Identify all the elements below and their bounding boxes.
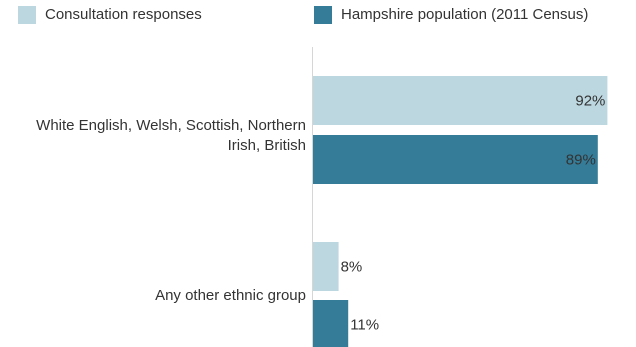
data-label-white-british-population: 89% [566,151,596,168]
legend-swatch-hampshire-population [314,6,332,24]
data-label-white-british-consultation: 92% [575,92,605,109]
legend-item-consultation-responses: Consultation responses [18,6,202,24]
bar-other-ethnic-group-population [313,300,349,347]
category-label-white-british-line-1: White English, Welsh, Scottish, Northern [36,117,306,134]
data-label-other-ethnic-group-population: 11% [350,316,379,333]
data-label-other-ethnic-group-consultation: 8% [341,258,363,275]
bar-white-british-population [313,135,598,184]
category-label-other-ethnic-group: Any other ethnic group [155,287,306,304]
category-label-white-british-line-2: Irish, British [228,137,306,154]
legend-label-hampshire-population: Hampshire population (2011 Census) [341,6,589,23]
bar-other-ethnic-group-consultation [313,242,339,291]
bar-white-british-consultation [313,76,608,125]
legend-item-hampshire-population: Hampshire population (2011 Census) [314,6,588,24]
chart-legend: Consultation responses Hampshire populat… [18,6,628,30]
legend-label-consultation-responses: Consultation responses [45,6,202,23]
legend-swatch-consultation-responses [18,6,36,24]
